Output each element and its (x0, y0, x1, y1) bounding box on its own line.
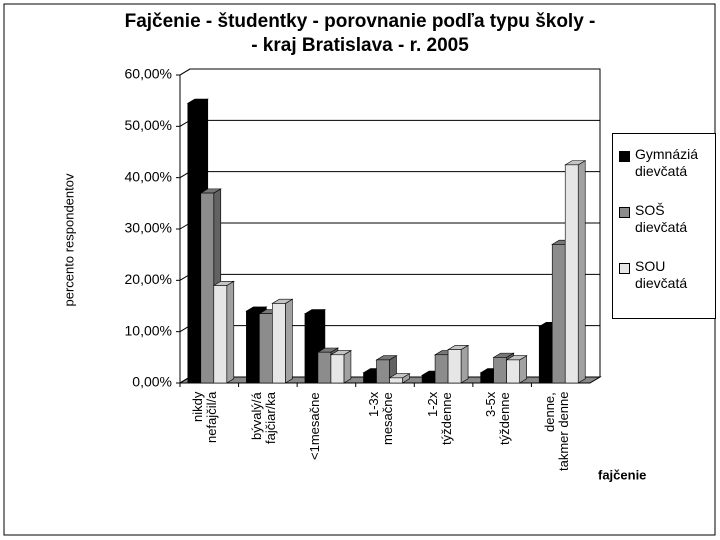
x-tick-label: 3-5x týždenne (483, 392, 513, 445)
bar-side (226, 280, 235, 384)
bar (272, 303, 286, 384)
bar (317, 351, 332, 384)
bar (493, 357, 507, 384)
x-axis-label: fajčenie (598, 467, 646, 482)
bar (200, 192, 215, 384)
bar (259, 313, 273, 384)
bar-side (460, 344, 469, 384)
bar (187, 102, 202, 384)
bar (389, 377, 403, 384)
bar (213, 285, 228, 384)
bar (434, 354, 449, 384)
legend-label: Gymnáziá dievčatá (635, 146, 699, 179)
y-tick-label: 50,00% (125, 117, 172, 133)
grid-line (179, 68, 600, 76)
y-tick-label: 40,00% (125, 168, 172, 184)
y-tick-label: 30,00% (125, 220, 172, 236)
x-tick-label: 1-3x mesačne (366, 392, 395, 445)
y-axis-label: percento respondentov (61, 173, 76, 306)
chart-title: Fajčenie - študentky - porovnanie podľa … (125, 11, 596, 32)
x-tick-label: bývalý/á fajčiar/ka (248, 392, 278, 445)
legend: Gymnáziá dievčatá SOŠ dievčatá SOU dievčat… (612, 133, 716, 319)
legend-item: Gymnáziá dievčatá (617, 146, 711, 180)
bar-side (343, 350, 352, 384)
bar (506, 359, 520, 384)
y-tick-label: 10,00% (125, 322, 172, 338)
legend-label: SOU dievčatá (635, 258, 688, 291)
chart-subtitle: - kraj Bratislava - r. 2005 (251, 35, 469, 56)
bar (376, 359, 390, 384)
bar (421, 374, 436, 384)
bar (538, 326, 553, 384)
y-tick-label: 0,00% (132, 374, 172, 390)
legend-item: SOŠ dievčatá (617, 202, 711, 236)
bar (304, 313, 319, 384)
x-tick-label: nikdy nefajčil/a (190, 392, 220, 444)
bar (246, 310, 260, 384)
y-tick-label: 20,00% (125, 271, 172, 287)
legend-label: SOŠ dievčatá (635, 202, 688, 235)
bar-side (285, 298, 293, 384)
x-tick-label: 1-2x týždenne (424, 392, 454, 445)
bar (564, 164, 579, 384)
bar (447, 349, 462, 384)
x-tick-label: <1mesačne (307, 392, 323, 460)
bar (330, 354, 345, 384)
bar (363, 372, 377, 384)
legend-swatch (619, 263, 630, 274)
back-wall (179, 68, 601, 384)
legend-swatch (619, 151, 630, 162)
legend-item: SOU dievčatá (617, 258, 711, 292)
y-tick-label: 60,00% (125, 66, 172, 82)
bar-side (577, 160, 586, 384)
bar-side (519, 355, 527, 384)
bar (480, 372, 494, 384)
legend-swatch (619, 207, 630, 218)
x-tick-label: denne, takmer denne (541, 392, 571, 472)
bar (551, 244, 566, 384)
